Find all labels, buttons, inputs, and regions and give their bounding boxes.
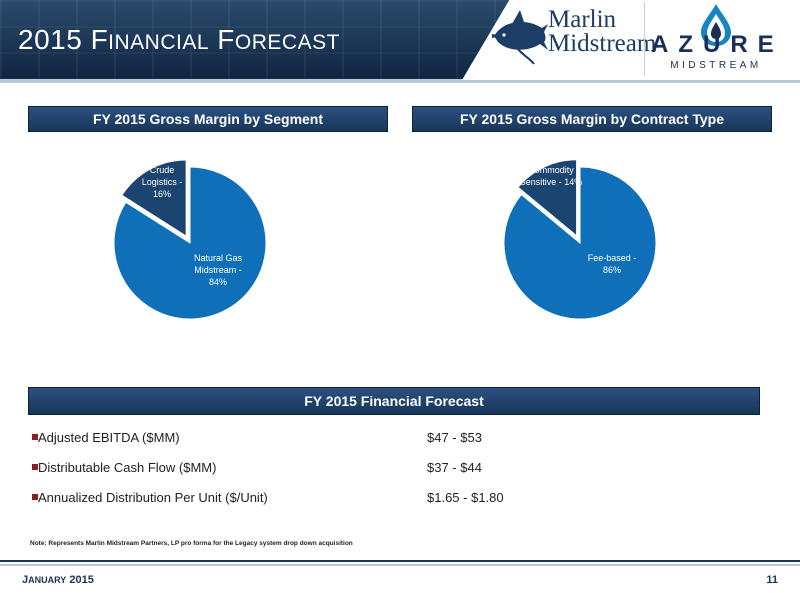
pie-label-line: 16%: [153, 189, 171, 199]
footer-divider: [0, 560, 800, 562]
pie-slice-label: Crude Logistics - 16%: [142, 165, 183, 199]
pie-slice-major: [503, 166, 657, 320]
bullet-icon: [32, 434, 38, 440]
water-drop-icon: [701, 4, 731, 46]
forecast-label-dcf: Distributable Cash Flow ($MM): [38, 460, 217, 475]
footer-divider-light: [0, 564, 800, 566]
forecast-label-ebitda: Adjusted EBITDA ($MM): [38, 430, 180, 445]
pie-slice-major: [113, 166, 267, 320]
slide-title: 2015 FINANCIAL FORECAST: [18, 24, 340, 55]
contract-pie-chart: Fee-based - 86% Commodity Sensitive - 14%: [503, 159, 657, 320]
forecast-title-bar: FY 2015 Financial Forecast: [28, 387, 760, 415]
footer-date: JANUARY 2015: [22, 574, 94, 586]
pie-label-line: Logistics -: [142, 177, 183, 187]
pie-slice-minor: [517, 159, 578, 237]
forecast-label-distribution: Annualized Distribution Per Unit ($/Unit…: [38, 490, 268, 505]
segment-pie-chart: Natural Gas Midstream - 84% Crude Logistics …: [113, 159, 267, 320]
azure-logo-word: AZURE: [651, 31, 784, 58]
pie-label-line: Natural Gas: [194, 253, 243, 263]
pie-slice-minor: [121, 159, 187, 237]
contract-chart-title-bar: FY 2015 Gross Margin by Contract Type: [412, 106, 772, 132]
pie-label-line: Fee-based -: [588, 253, 637, 263]
forecast-value-dcf: $37 - $44: [427, 460, 482, 475]
pie-label-line: Sensitive - 14%: [520, 177, 583, 187]
marlin-logo-text: Marlin Midstream: [548, 6, 657, 57]
marlin-fish-icon: [492, 10, 548, 65]
page-number: 11: [766, 574, 778, 586]
forecast-value-distribution: $1.65 - $1.80: [427, 490, 504, 505]
header-divider: [0, 79, 800, 83]
bullet-icon: [32, 494, 38, 500]
azure-logo: AZURE MIDSTREAM: [644, 2, 785, 76]
bullet-icon: [32, 464, 38, 470]
azure-logo-subtitle: MIDSTREAM: [670, 60, 762, 71]
pie-slice-label: Natural Gas Midstream - 84%: [194, 253, 243, 287]
segment-chart-title-bar: FY 2015 Gross Margin by Segment: [28, 106, 388, 132]
pie-slice-label: Fee-based - 86%: [588, 253, 637, 275]
forecast-value-ebitda: $47 - $53: [427, 430, 482, 445]
footnote: Note: Represents Marlin Midstream Partne…: [30, 540, 353, 547]
pie-slice-label: Commodity Sensitive - 14%: [520, 165, 583, 187]
pie-label-line: Crude: [150, 165, 175, 175]
pie-label-line: Commodity: [528, 165, 574, 175]
pie-label-line: 84%: [209, 277, 227, 287]
pie-label-line: Midstream -: [194, 265, 242, 275]
pie-label-line: 86%: [603, 265, 621, 275]
